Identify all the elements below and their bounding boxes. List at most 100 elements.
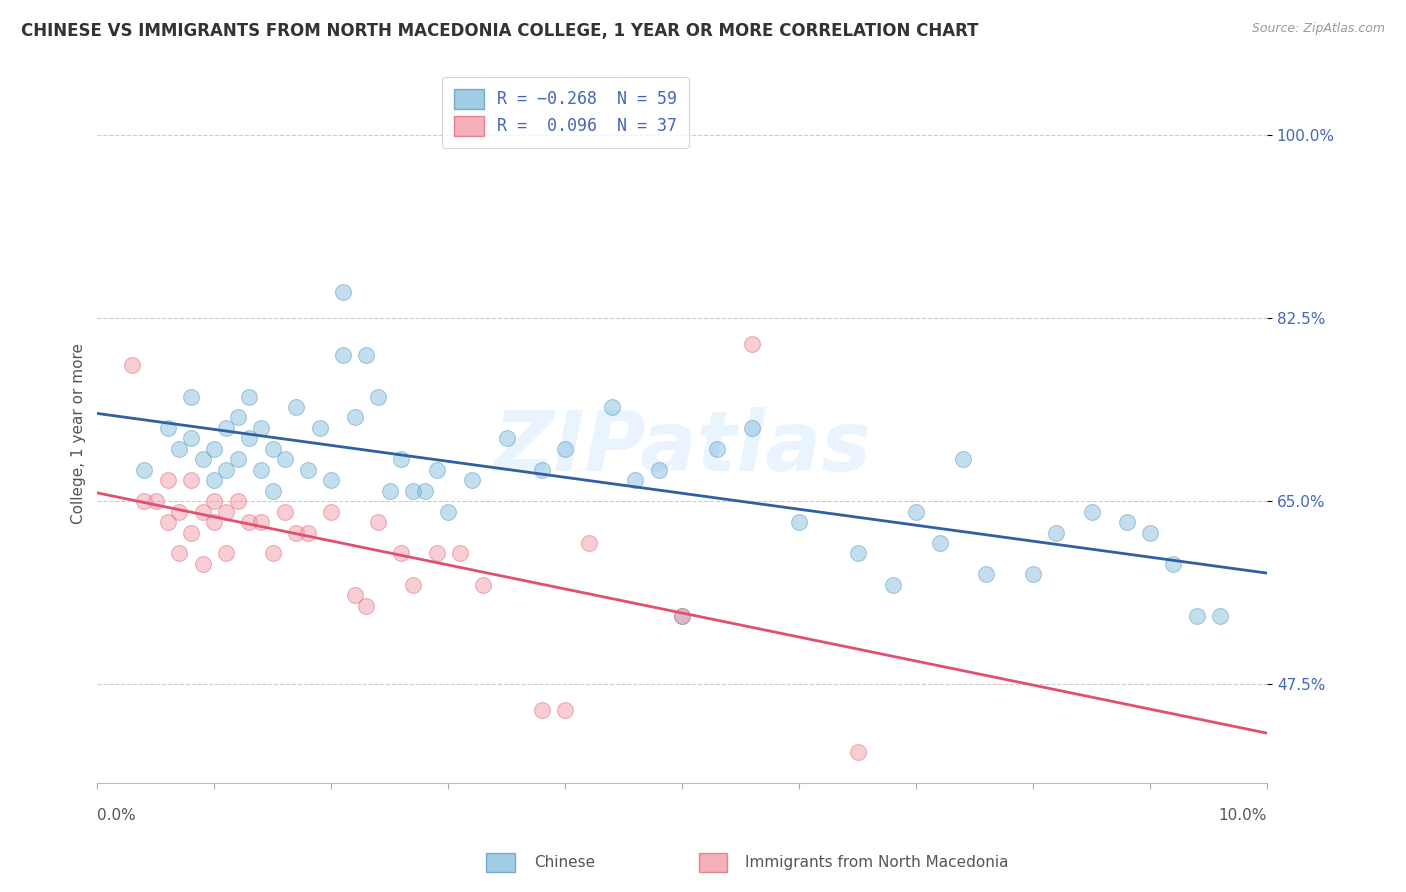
Text: ZIPatlas: ZIPatlas: [494, 407, 872, 488]
Point: [905, 505, 928, 519]
Text: CHINESE VS IMMIGRANTS FROM NORTH MACEDONIA COLLEGE, 1 YEAR OR MORE CORRELATION C: CHINESE VS IMMIGRANTS FROM NORTH MACEDON…: [21, 22, 979, 40]
Point: [495, 431, 517, 445]
Point: [167, 546, 190, 560]
Point: [191, 452, 214, 467]
Point: [402, 483, 425, 498]
Point: [343, 588, 366, 602]
Point: [180, 431, 202, 445]
Point: [332, 285, 354, 299]
Point: [191, 505, 214, 519]
Point: [356, 348, 378, 362]
Point: [554, 703, 576, 717]
Point: [215, 505, 238, 519]
Point: [787, 515, 810, 529]
Point: [554, 442, 576, 456]
Point: [1045, 525, 1067, 540]
Point: [976, 567, 998, 582]
Point: [321, 505, 343, 519]
Point: [578, 536, 600, 550]
Point: [167, 442, 190, 456]
Text: 0.0%: 0.0%: [97, 808, 136, 823]
Point: [273, 505, 295, 519]
Point: [215, 421, 238, 435]
Point: [846, 745, 869, 759]
Point: [238, 431, 260, 445]
Point: [180, 525, 202, 540]
Point: [308, 421, 330, 435]
Point: [134, 494, 156, 508]
Point: [1115, 515, 1137, 529]
Point: [167, 505, 190, 519]
Point: [250, 515, 273, 529]
Point: [273, 452, 295, 467]
Point: [460, 473, 482, 487]
Point: [391, 546, 413, 560]
Point: [191, 557, 214, 571]
Text: Chinese: Chinese: [534, 855, 595, 870]
Point: [215, 546, 238, 560]
Text: Source: ZipAtlas.com: Source: ZipAtlas.com: [1251, 22, 1385, 36]
Point: [402, 578, 425, 592]
Point: [226, 410, 249, 425]
Point: [332, 348, 354, 362]
Point: [145, 494, 167, 508]
Point: [202, 494, 225, 508]
Point: [262, 483, 284, 498]
Point: [156, 515, 179, 529]
Point: [413, 483, 436, 498]
Point: [156, 421, 179, 435]
Point: [262, 546, 284, 560]
Point: [449, 546, 471, 560]
Point: [846, 546, 869, 560]
Point: [472, 578, 495, 592]
Point: [1139, 525, 1161, 540]
Point: [250, 421, 273, 435]
Point: [156, 473, 179, 487]
Y-axis label: College, 1 year or more: College, 1 year or more: [72, 343, 86, 524]
Point: [1163, 557, 1185, 571]
Point: [343, 410, 366, 425]
Point: [262, 442, 284, 456]
Point: [1022, 567, 1045, 582]
Point: [250, 463, 273, 477]
Point: [180, 473, 202, 487]
Point: [741, 337, 763, 351]
Point: [226, 494, 249, 508]
Point: [1185, 609, 1208, 624]
Point: [356, 599, 378, 613]
Point: [238, 390, 260, 404]
Point: [706, 442, 728, 456]
Legend: R = −0.268  N = 59, R =  0.096  N = 37: R = −0.268 N = 59, R = 0.096 N = 37: [441, 78, 689, 148]
Point: [285, 525, 308, 540]
Point: [1209, 609, 1232, 624]
Point: [624, 473, 647, 487]
Point: [741, 421, 763, 435]
Point: [297, 463, 319, 477]
Point: [226, 452, 249, 467]
Point: [425, 463, 447, 477]
Point: [202, 442, 225, 456]
Point: [437, 505, 460, 519]
Point: [391, 452, 413, 467]
Point: [134, 463, 156, 477]
Point: [928, 536, 950, 550]
Point: [600, 400, 623, 414]
Point: [367, 390, 389, 404]
Point: [121, 358, 143, 372]
Point: [648, 463, 671, 477]
Point: [671, 609, 693, 624]
Text: Immigrants from North Macedonia: Immigrants from North Macedonia: [745, 855, 1008, 870]
Text: 10.0%: 10.0%: [1219, 808, 1267, 823]
Point: [530, 703, 553, 717]
Point: [297, 525, 319, 540]
Point: [215, 463, 238, 477]
Point: [530, 463, 553, 477]
Point: [367, 515, 389, 529]
Point: [425, 546, 447, 560]
Point: [882, 578, 904, 592]
Point: [952, 452, 974, 467]
Point: [671, 609, 693, 624]
Point: [180, 390, 202, 404]
Point: [238, 515, 260, 529]
Point: [202, 473, 225, 487]
